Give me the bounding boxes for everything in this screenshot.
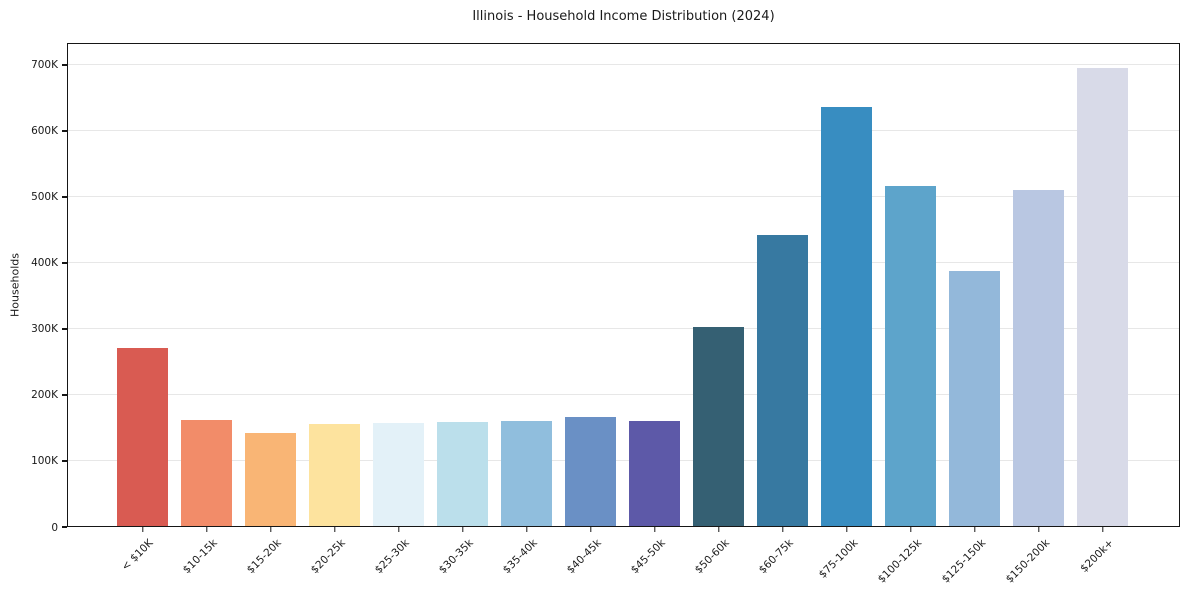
bar <box>565 417 616 527</box>
gridline <box>67 328 1180 330</box>
bar <box>373 422 424 527</box>
x-tick-mark <box>781 527 784 532</box>
bar <box>1077 68 1128 527</box>
y-tick-label: 100K <box>31 455 58 468</box>
x-tick-mark <box>845 527 848 532</box>
bar-slot: $30-35k <box>437 43 488 576</box>
x-tick-label: $125-150k <box>939 537 988 586</box>
y-tick-mark <box>62 394 67 396</box>
bar <box>245 433 296 527</box>
x-tick-mark <box>589 527 592 532</box>
x-tick-mark <box>205 527 208 532</box>
x-tick-mark <box>717 527 720 532</box>
bar <box>1013 189 1064 527</box>
bar-slot: $10-15k <box>181 43 232 576</box>
bar <box>181 420 232 527</box>
bar <box>629 421 680 527</box>
x-tick-mark <box>973 527 976 532</box>
gridline <box>67 262 1180 264</box>
bar-slot: $75-100k <box>816 43 872 581</box>
gridline <box>67 394 1180 396</box>
x-tick-label: $20-25k <box>308 537 348 577</box>
x-tick-label: $25-30k <box>372 537 412 577</box>
y-tick-label: 500K <box>31 191 58 204</box>
x-tick-mark <box>461 527 464 532</box>
x-tick-label: $15-20k <box>244 537 284 577</box>
x-tick-label: $200k+ <box>1078 537 1116 575</box>
x-tick-mark <box>525 527 528 532</box>
x-tick-mark <box>1101 527 1104 532</box>
x-tick-label: $150-200k <box>1003 537 1052 586</box>
bar <box>757 235 808 527</box>
gridline <box>67 196 1180 198</box>
y-tick-label: 700K <box>31 59 58 72</box>
x-tick-label: $50-60k <box>692 537 732 577</box>
y-tick-mark <box>62 262 67 264</box>
x-tick-mark <box>269 527 272 532</box>
bar-slot: $100-125k <box>875 43 936 586</box>
y-tick-mark <box>62 526 67 528</box>
bar <box>949 270 1000 527</box>
x-tick-label: $30-35k <box>436 537 476 577</box>
y-tick-mark <box>62 64 67 66</box>
bar-slot: < $10K <box>117 43 168 573</box>
x-tick-label: $35-40k <box>500 537 540 577</box>
gridline <box>67 460 1180 462</box>
x-tick-label: $75-100k <box>816 537 860 581</box>
y-tick-label: 200K <box>31 389 58 402</box>
bar-slot: $15-20k <box>245 43 296 576</box>
bars-region: < $10K $10-15k $15-20k $20-25k $25-30k $30-35… <box>117 43 1128 586</box>
gridline <box>67 64 1180 66</box>
x-tick-label: $45-50k <box>628 537 668 577</box>
bar-slot: $150-200k <box>1003 43 1064 586</box>
y-tick-label: 600K <box>31 125 58 138</box>
bar <box>885 185 936 527</box>
x-tick-mark <box>1037 527 1040 532</box>
y-tick-mark <box>62 130 67 132</box>
chart-title: Illinois - Household Income Distribution… <box>472 9 775 24</box>
x-tick-label: $60-75k <box>756 537 796 577</box>
bar <box>821 107 872 527</box>
x-tick-label: < $10K <box>119 537 156 574</box>
bar <box>309 424 360 527</box>
bar-slot: $125-150k <box>939 43 1000 586</box>
bar-slot: $200k+ <box>1077 43 1128 575</box>
bar-slot: $60-75k <box>757 43 808 576</box>
y-tick-mark <box>62 460 67 462</box>
y-tick-mark <box>62 328 67 330</box>
bar <box>117 348 168 527</box>
bar-slot: $45-50k <box>629 43 680 576</box>
x-tick-label: $10-15k <box>180 537 220 577</box>
y-tick-label: 0 <box>51 521 58 534</box>
bar-slot: $25-30k <box>373 43 424 576</box>
y-axis-title: Households <box>8 253 22 317</box>
bar <box>501 420 552 527</box>
x-tick-label: $40-45k <box>564 537 604 577</box>
gridline <box>67 130 1180 132</box>
bar-slot: $20-25k <box>309 43 360 576</box>
bar-slot: $40-45k <box>565 43 616 576</box>
x-tick-mark <box>333 527 336 532</box>
y-tick-label: 400K <box>31 257 58 270</box>
bar <box>693 326 744 527</box>
x-tick-mark <box>397 527 400 532</box>
y-tick-mark <box>62 196 67 198</box>
plot-area: 0 100K 200K 300K 400K 500K 600K 700K < $10K $10-… <box>31 43 1180 586</box>
bar <box>437 422 488 527</box>
x-tick-mark <box>909 527 912 532</box>
y-tick-label: 300K <box>31 323 58 336</box>
bar-slot: $35-40k <box>501 43 552 576</box>
x-tick-label: $100-125k <box>875 537 924 586</box>
bar-slot: $50-60k <box>693 43 744 576</box>
x-tick-mark <box>653 527 656 532</box>
x-tick-mark <box>141 527 144 532</box>
